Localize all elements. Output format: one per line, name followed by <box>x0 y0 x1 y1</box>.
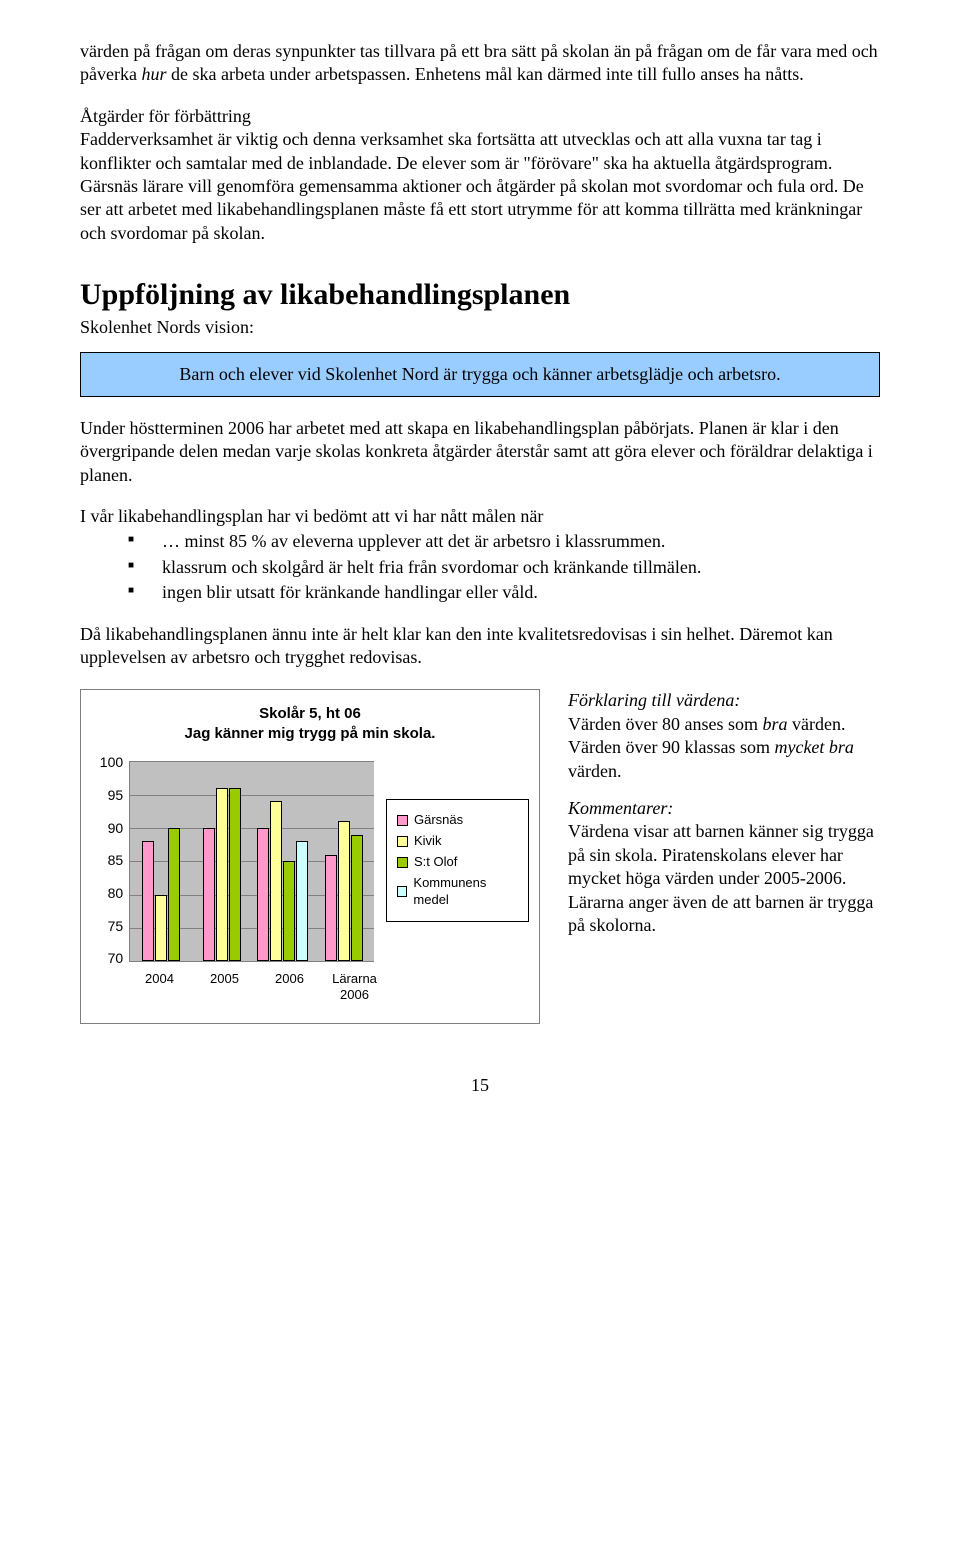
vision-box: Barn och elever vid Skolenhet Nord är tr… <box>80 352 880 397</box>
paragraph-2: Åtgärder för förbättring Fadderverksamhe… <box>80 105 880 245</box>
x-label: 2005 <box>192 971 257 1002</box>
bar-groups <box>130 761 374 961</box>
bullet-list: … minst 85 % av eleverna upplever att de… <box>80 530 880 604</box>
paragraph-6: Då likabehandlingsplanen ännu inte är he… <box>80 623 880 670</box>
bullet-item: ingen blir utsatt för kränkande handling… <box>128 581 880 604</box>
legend-swatch <box>397 857 408 868</box>
lower-section: Skolår 5, ht 06 Jag känner mig trygg på … <box>80 689 880 1023</box>
bar-group <box>313 761 374 961</box>
x-axis: 200420052006Lärarna2006 <box>127 971 387 1002</box>
bar <box>296 841 308 961</box>
y-axis: 100 95 90 85 80 75 70 <box>95 755 123 965</box>
explanation-head: Förklaring till värdena: <box>568 690 740 710</box>
italic-word: bra <box>762 714 787 734</box>
bullet-item: … minst 85 % av eleverna upplever att de… <box>128 530 880 553</box>
y-tick: 85 <box>95 853 123 867</box>
y-tick: 90 <box>95 821 123 835</box>
page-number: 15 <box>80 1074 880 1097</box>
legend-swatch <box>397 815 408 826</box>
comments-head: Kommentarer: <box>568 798 673 818</box>
legend: Gärsnäs Kivik S:t Olof Kommunens medel <box>386 799 529 921</box>
text: Fadderverksamhet är viktig och denna ver… <box>80 129 832 172</box>
subheading: Åtgärder för förbättring <box>80 106 251 126</box>
text: Värdena visar att barnen känner sig tryg… <box>568 821 874 935</box>
legend-swatch <box>397 836 408 847</box>
bar <box>216 788 228 961</box>
bar-group <box>130 761 191 961</box>
legend-swatch <box>397 886 407 897</box>
bar <box>229 788 241 961</box>
y-tick: 80 <box>95 886 123 900</box>
text: Gärsnäs lärare vill genomföra gemensamma… <box>80 176 864 243</box>
heading-uppfoljning: Uppföljning av likabehandlingsplanen <box>80 275 880 314</box>
legend-label: Kommunens medel <box>413 875 518 909</box>
comments: Kommentarer: Värdena visar att barnen kä… <box>568 797 880 937</box>
y-tick: 95 <box>95 788 123 802</box>
y-tick: 100 <box>95 755 123 769</box>
bar <box>155 895 167 962</box>
bar <box>257 828 269 961</box>
paragraph-5-intro: I vår likabehandlingsplan har vi bedömt … <box>80 505 880 528</box>
italic-word: hur <box>141 64 166 84</box>
bar-group <box>252 761 313 961</box>
bar <box>142 841 154 961</box>
subheading-vision: Skolenhet Nords vision: <box>80 316 880 339</box>
legend-label: Kivik <box>414 833 441 850</box>
bar-group <box>191 761 252 961</box>
legend-item: Kivik <box>397 833 518 850</box>
grid-line <box>130 961 374 962</box>
bar <box>168 828 180 961</box>
chart-title: Skolår 5, ht 06 Jag känner mig trygg på … <box>91 704 529 743</box>
legend-item: Kommunens medel <box>397 875 518 909</box>
side-text: Förklaring till värdena: Värden över 80 … <box>568 689 880 951</box>
bar <box>325 855 337 962</box>
bullet-item: klassrum och skolgård är helt fria från … <box>128 556 880 579</box>
vision-text: Barn och elever vid Skolenhet Nord är tr… <box>179 364 780 384</box>
bar <box>283 861 295 961</box>
chart-title-line: Jag känner mig trygg på min skola. <box>185 725 436 742</box>
legend-item: S:t Olof <box>397 854 518 871</box>
legend-item: Gärsnäs <box>397 812 518 829</box>
bar <box>203 828 215 961</box>
x-label: Lärarna2006 <box>322 971 387 1002</box>
bar <box>351 835 363 962</box>
italic-word: mycket bra <box>774 737 853 757</box>
text: värden. <box>568 761 621 781</box>
legend-label: S:t Olof <box>414 854 457 871</box>
plot-area <box>129 761 374 962</box>
x-label: 2004 <box>127 971 192 1002</box>
y-tick: 70 <box>95 951 123 965</box>
explanation: Förklaring till värdena: Värden över 80 … <box>568 689 880 783</box>
page: värden på frågan om deras synpunkter tas… <box>0 0 960 1137</box>
paragraph-1: värden på frågan om deras synpunkter tas… <box>80 40 880 87</box>
chart-container: Skolår 5, ht 06 Jag känner mig trygg på … <box>80 689 540 1023</box>
y-tick: 75 <box>95 919 123 933</box>
bar <box>338 821 350 961</box>
x-label: 2006 <box>257 971 322 1002</box>
bar <box>270 801 282 961</box>
paragraph-4: Under höstterminen 2006 har arbetet med … <box>80 417 880 487</box>
text: de ska arbeta under arbetspassen. Enhete… <box>166 64 803 84</box>
text: Värden över 80 anses som <box>568 714 762 734</box>
legend-label: Gärsnäs <box>414 812 463 829</box>
chart-body: 100 95 90 85 80 75 70 Gärsnäs Kivik S:t Olof Komm… <box>91 755 529 965</box>
chart-title-line: Skolår 5, ht 06 <box>259 705 361 722</box>
